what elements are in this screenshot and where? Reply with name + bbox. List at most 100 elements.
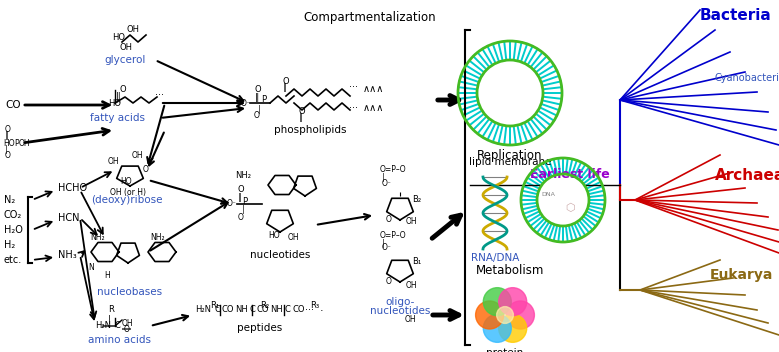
Text: O=P–O: O=P–O xyxy=(380,231,407,239)
Text: Eukarya: Eukarya xyxy=(710,268,774,282)
Text: |: | xyxy=(5,145,8,153)
Text: O: O xyxy=(5,126,11,134)
Text: HCHO: HCHO xyxy=(58,183,87,193)
Text: O: O xyxy=(386,215,392,225)
Text: H₂N: H₂N xyxy=(195,306,211,314)
Text: HO: HO xyxy=(3,138,15,147)
Text: H₂: H₂ xyxy=(4,240,16,250)
Text: HO: HO xyxy=(112,33,125,43)
Text: NH₂: NH₂ xyxy=(150,233,164,243)
Text: OH: OH xyxy=(108,157,120,166)
Text: O: O xyxy=(143,165,149,175)
Text: peptides: peptides xyxy=(238,323,283,333)
Text: C: C xyxy=(285,306,291,314)
Text: O: O xyxy=(386,277,392,287)
Circle shape xyxy=(476,301,503,329)
Text: glycerol: glycerol xyxy=(104,55,146,65)
Text: R: R xyxy=(108,306,114,314)
Text: Earliest life: Earliest life xyxy=(530,169,610,182)
Circle shape xyxy=(496,307,513,323)
Text: nucleotides: nucleotides xyxy=(370,306,430,316)
Text: ‖: ‖ xyxy=(5,132,9,140)
Text: CO₂: CO₂ xyxy=(4,210,23,220)
Text: O: O xyxy=(255,86,262,94)
Text: O: O xyxy=(5,151,11,159)
Text: nucleobases: nucleobases xyxy=(97,287,163,297)
Text: N: N xyxy=(88,264,93,272)
Text: ···: ··· xyxy=(349,82,358,92)
Text: Cyanobacteria: Cyanobacteria xyxy=(715,73,779,83)
Text: CO: CO xyxy=(5,100,20,110)
Text: ∧∧∧: ∧∧∧ xyxy=(363,103,384,113)
Text: C: C xyxy=(215,306,221,314)
Text: |: | xyxy=(382,174,385,182)
Text: P: P xyxy=(14,138,19,147)
Text: NH₃: NH₃ xyxy=(58,250,77,260)
Text: HCN: HCN xyxy=(58,213,79,223)
Text: C: C xyxy=(115,321,121,331)
Circle shape xyxy=(499,314,527,342)
Text: R₂: R₂ xyxy=(260,301,269,309)
Text: phospholipids: phospholipids xyxy=(273,125,346,135)
Text: OH: OH xyxy=(288,233,300,241)
Text: Bacteria: Bacteria xyxy=(700,8,772,23)
Text: H₂N: H₂N xyxy=(95,321,111,331)
Circle shape xyxy=(483,288,511,316)
Text: O=P–O: O=P–O xyxy=(380,165,407,175)
Text: B₁: B₁ xyxy=(412,258,421,266)
Text: ·: · xyxy=(320,306,323,316)
Text: OH: OH xyxy=(19,138,30,147)
Text: protein: protein xyxy=(486,348,523,352)
Text: OH: OH xyxy=(132,151,143,159)
Text: ···: ··· xyxy=(155,90,164,100)
Text: NH: NH xyxy=(235,306,248,314)
Text: ‖: ‖ xyxy=(238,193,241,201)
Text: O: O xyxy=(124,325,130,333)
Text: NH: NH xyxy=(270,306,283,314)
Text: ‖: ‖ xyxy=(255,93,259,101)
Text: O: O xyxy=(120,86,127,94)
Text: O: O xyxy=(238,213,244,221)
Text: OH: OH xyxy=(127,25,140,34)
Text: H: H xyxy=(104,271,110,281)
Text: R₁: R₁ xyxy=(210,301,219,309)
Text: NH₂: NH₂ xyxy=(90,233,104,243)
Text: Metabolism: Metabolism xyxy=(476,264,545,277)
Text: OH (or H): OH (or H) xyxy=(110,188,146,196)
Text: etc.: etc. xyxy=(4,255,23,265)
Text: |: | xyxy=(108,315,111,325)
Text: ‖: ‖ xyxy=(116,92,121,102)
Text: RNA/DNA: RNA/DNA xyxy=(471,253,519,263)
Text: amino acids: amino acids xyxy=(89,335,151,345)
Text: Compartmentalization: Compartmentalization xyxy=(304,12,436,25)
Text: OH: OH xyxy=(122,319,134,327)
Text: O: O xyxy=(238,186,245,195)
Text: R₃: R₃ xyxy=(310,301,319,309)
Text: HO: HO xyxy=(268,231,280,239)
Text: CO: CO xyxy=(222,306,234,314)
Text: |: | xyxy=(382,239,385,247)
Text: P: P xyxy=(261,95,266,105)
Text: HO: HO xyxy=(120,177,132,187)
Text: O: O xyxy=(283,77,290,87)
Text: |: | xyxy=(258,105,261,113)
Text: ‖: ‖ xyxy=(299,113,303,122)
Text: O: O xyxy=(299,107,305,117)
Circle shape xyxy=(506,301,534,329)
Text: O⁻: O⁻ xyxy=(241,99,251,107)
Text: OH: OH xyxy=(406,281,418,289)
Text: B₂: B₂ xyxy=(412,195,421,205)
Text: ⬡: ⬡ xyxy=(565,203,575,213)
Circle shape xyxy=(477,60,543,126)
Text: (deoxy)ribose: (deoxy)ribose xyxy=(91,195,163,205)
Text: CO: CO xyxy=(293,306,305,314)
Text: ‖: ‖ xyxy=(122,325,131,329)
Text: H₂O: H₂O xyxy=(4,225,23,235)
Circle shape xyxy=(537,174,589,226)
Text: |: | xyxy=(242,206,245,214)
Text: OH: OH xyxy=(120,44,133,52)
Text: NH₂: NH₂ xyxy=(235,170,251,180)
Text: OH: OH xyxy=(406,218,418,226)
Text: CO: CO xyxy=(257,306,270,314)
Text: O⁻: O⁻ xyxy=(227,200,237,208)
